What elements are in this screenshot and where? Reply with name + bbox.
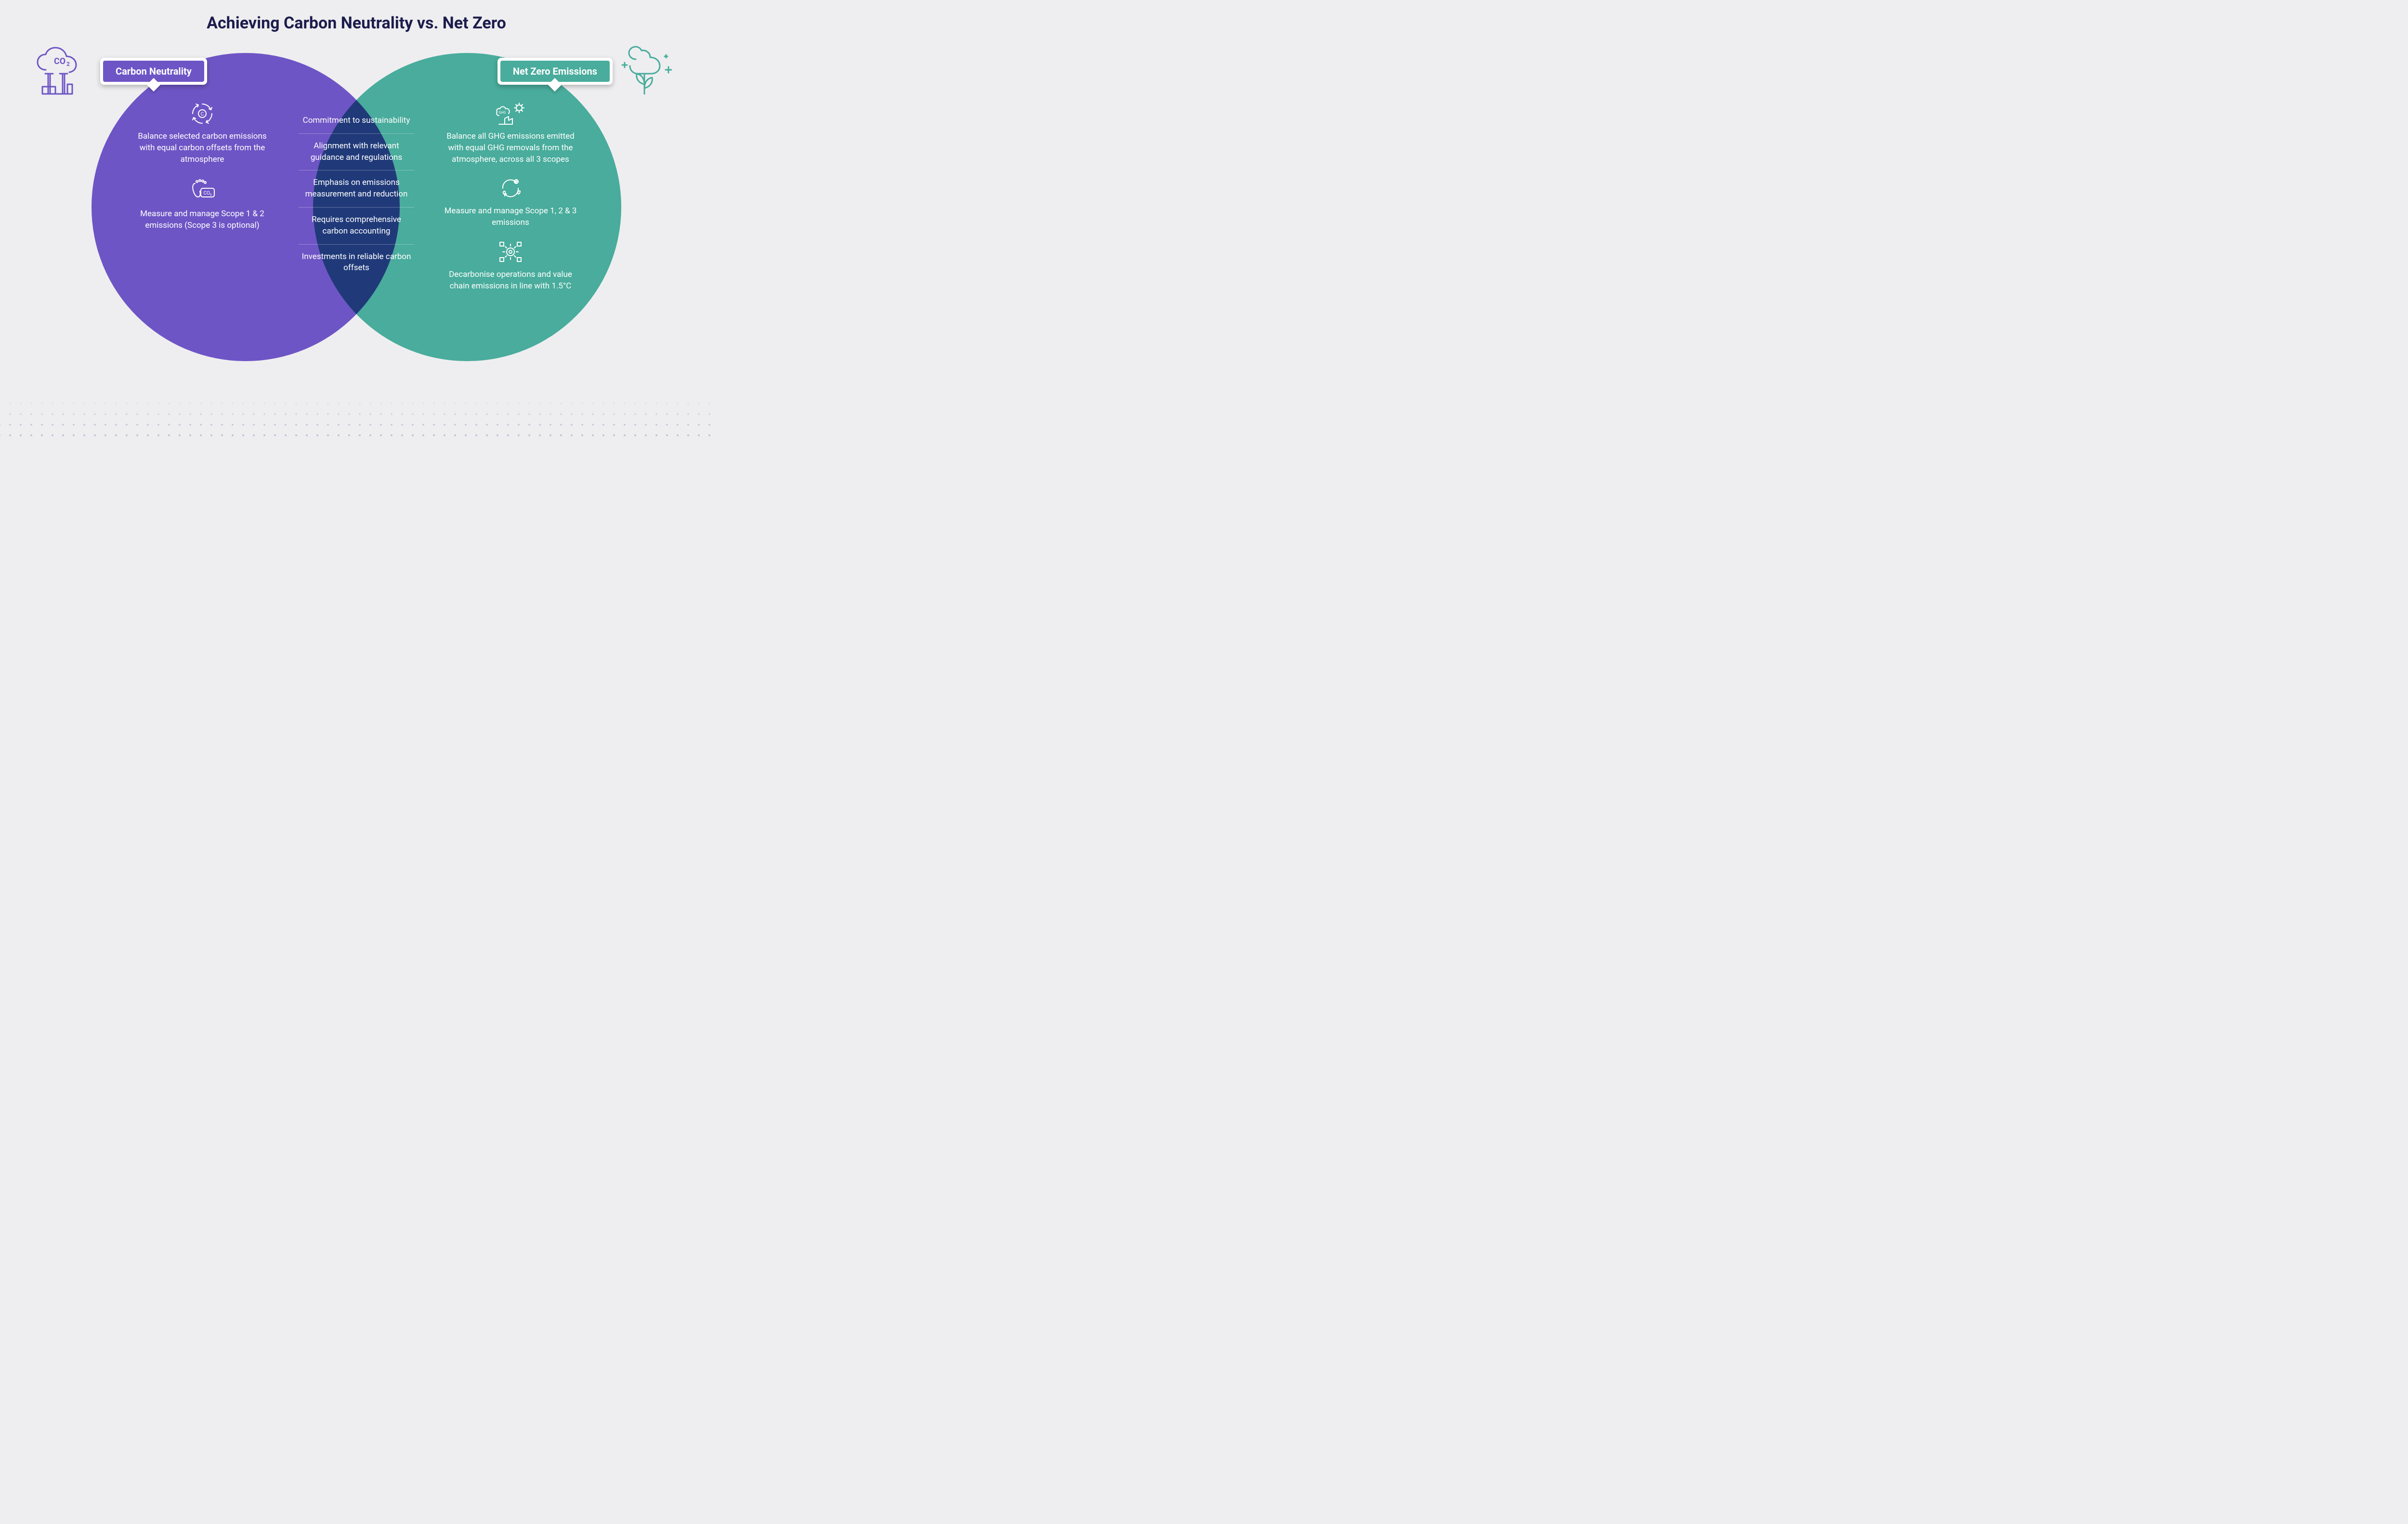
middle-content: Commitment to sustainability Alignment w… bbox=[299, 108, 414, 281]
item-text: Balance selected carbon emissions with e… bbox=[135, 131, 270, 165]
list-item: Commitment to sustainability bbox=[299, 108, 414, 134]
gear-qr-icon bbox=[443, 239, 578, 264]
list-item: Emphasis on emissions measurement and re… bbox=[299, 170, 414, 208]
carbon-cycle-icon: C bbox=[135, 101, 270, 126]
item-text: Balance all GHG emissions emitted with e… bbox=[443, 131, 578, 165]
svg-text:GHG: GHG bbox=[499, 111, 506, 115]
item-text: Decarbonise operations and value chain e… bbox=[443, 269, 578, 292]
list-item: Investments in reliable carbon offsets bbox=[299, 245, 414, 281]
list-item: Measure and manage Scope 1, 2 & 3 emissi… bbox=[443, 176, 578, 229]
svg-text:2: 2 bbox=[66, 61, 70, 67]
svg-text:CO: CO bbox=[54, 56, 65, 66]
svg-text:CO₂: CO₂ bbox=[203, 191, 211, 196]
list-item: Alignment with relevant guidance and reg… bbox=[299, 134, 414, 171]
left-content: C Balance selected carbon emissions with… bbox=[135, 101, 270, 245]
list-item: CO₂ Measure and manage Scope 1 & 2 emiss… bbox=[135, 179, 270, 232]
list-item: GHG Balance all GHG emissions emitted wi… bbox=[443, 101, 578, 165]
plant-cloud-icon bbox=[616, 46, 679, 101]
list-item: Decarbonise operations and value chain e… bbox=[443, 239, 578, 292]
list-item: C Balance selected carbon emissions with… bbox=[135, 101, 270, 165]
co2-factory-icon: CO 2 bbox=[34, 46, 96, 101]
page-title: Achieving Carbon Neutrality vs. Net Zero bbox=[0, 0, 713, 33]
right-label-badge: Net Zero Emissions bbox=[497, 58, 613, 85]
ghg-factory-icon: GHG bbox=[443, 101, 578, 126]
co2-footprint-icon: CO₂ bbox=[135, 179, 270, 204]
venn-diagram: Carbon Neutrality Net Zero Emissions C B… bbox=[92, 43, 621, 390]
item-text: Measure and manage Scope 1, 2 & 3 emissi… bbox=[443, 206, 578, 229]
right-content: GHG Balance all GHG emissions emitted wi… bbox=[443, 101, 578, 303]
svg-text:C: C bbox=[201, 112, 204, 117]
item-text: Measure and manage Scope 1 & 2 emissions… bbox=[135, 208, 270, 232]
eco-cycle-icon bbox=[443, 176, 578, 201]
left-label-badge: Carbon Neutrality bbox=[100, 58, 207, 85]
dot-pattern-footer bbox=[0, 393, 713, 437]
list-item: Requires comprehensive carbon accounting bbox=[299, 208, 414, 245]
